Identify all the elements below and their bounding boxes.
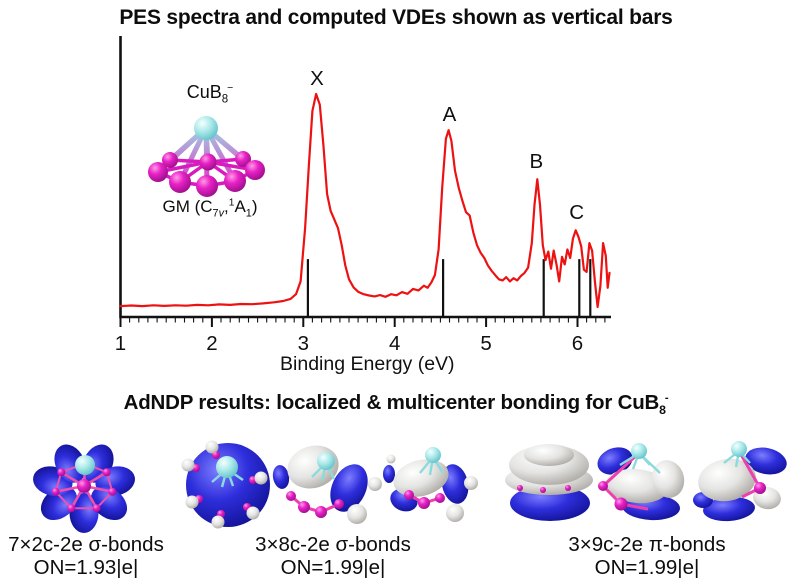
gm-close: )	[251, 197, 258, 216]
gm-superscript-1: 1	[228, 197, 235, 209]
bond-panel-3-caption: 3×9c-2e π-bonds ON=1.99|e|	[547, 533, 747, 579]
orbital-9c-image-1	[505, 444, 593, 521]
cub8-structure-image	[148, 116, 265, 197]
copper-atom	[317, 452, 335, 470]
bond-panel-3-label: 3×9c-2e π-bonds	[568, 533, 726, 556]
gm-subscript-1: 1	[245, 207, 252, 220]
bond-panel-2-occupation: ON=1.99|e|	[280, 556, 386, 579]
gm-comma: ,	[224, 197, 229, 216]
copper-atom	[631, 443, 647, 459]
x-tick-label: 1	[115, 332, 126, 355]
orbital-8c-image-2	[272, 445, 382, 524]
gm-prefix: GM (C	[162, 197, 213, 216]
adndp-title: AdNDP results: localized & multicenter b…	[0, 391, 792, 417]
bond-panel-1-caption: 7×2c-2e σ-bonds ON=1.93|e|	[2, 533, 170, 579]
inset-formula-charge: −	[227, 83, 234, 94]
inset-formula-base: CuB	[186, 82, 222, 102]
x-tick-label: 3	[298, 332, 309, 355]
pes-spectrum-curve	[119, 92, 611, 309]
bond-panel-1-label: 7×2c-2e σ-bonds	[8, 533, 164, 556]
bond-panel-3-occupation: ON=1.99|e|	[594, 556, 700, 579]
boron-atoms-small	[51, 468, 117, 513]
x-tick-label: 4	[389, 332, 400, 355]
gm-term-a: A	[234, 197, 246, 216]
bond-panel-2-caption: 3×8c-2e σ-bonds ON=1.99|e|	[233, 533, 433, 579]
x-tick-label: 2	[206, 332, 217, 355]
bonding-orbitals-art	[33, 440, 787, 533]
copper-atom	[75, 455, 95, 475]
inset-gm-label: GM (C7v,1A1)	[136, 197, 284, 219]
bond-panel-1-occupation: ON=1.93|e|	[33, 556, 139, 579]
orbital-8c-image-3	[383, 447, 478, 522]
peak-label-A: A	[443, 103, 457, 126]
copper-atom	[425, 447, 441, 463]
adndp-title-text: AdNDP results: localized & multicenter b…	[123, 391, 660, 414]
peak-label-C: C	[569, 201, 584, 224]
orbital-8c-image-1	[181, 440, 270, 529]
orbital-9c-image-2	[597, 443, 685, 521]
adndp-title-charge: -	[664, 392, 669, 405]
gm-subscript-7v: 7v	[212, 207, 225, 220]
boron-atoms	[148, 151, 265, 197]
x-tick-label: 6	[572, 332, 583, 355]
bond-panel-2-label: 3×8c-2e σ-bonds	[255, 533, 411, 556]
x-axis-title: Binding Energy (eV)	[280, 353, 455, 375]
peak-label-B: B	[530, 150, 544, 173]
copper-atom	[216, 456, 238, 478]
inset-formula: CuB8−	[148, 82, 272, 106]
copper-atom	[194, 116, 218, 140]
pes-spectrum-chart: 1 2 3 4 5 6 Binding Energy (eV) X A B C	[115, 36, 611, 375]
adndp-title-subscript: 8	[659, 403, 666, 418]
orbital-7x2c-image	[33, 444, 135, 533]
peak-label-X: X	[310, 67, 324, 90]
orbital-9c-image-3	[693, 441, 787, 522]
x-tick-label: 5	[480, 332, 491, 355]
inset-formula-subscript: 8	[221, 93, 229, 106]
copper-atom	[731, 441, 747, 457]
spectrum-title: PES spectra and computed VDEs shown as v…	[119, 6, 673, 29]
